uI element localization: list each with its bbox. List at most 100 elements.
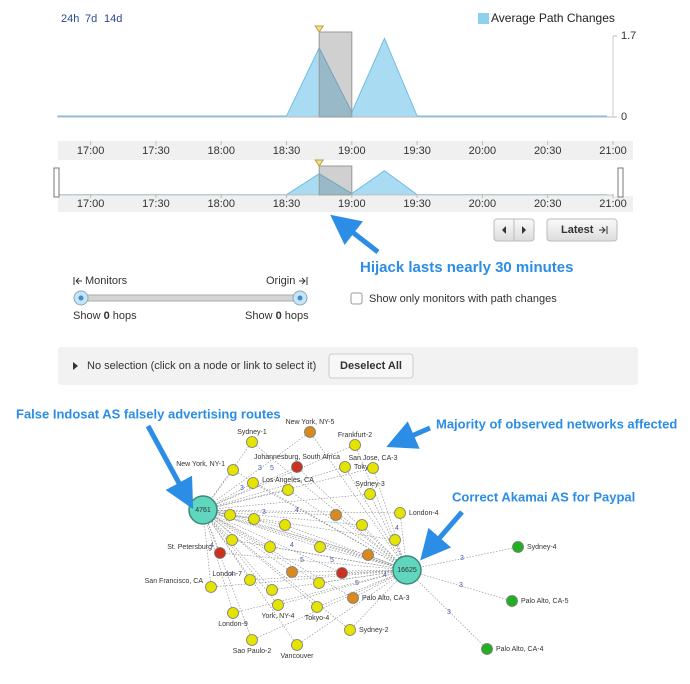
edge[interactable] xyxy=(219,552,408,571)
node[interactable] xyxy=(356,519,368,531)
edge[interactable] xyxy=(202,509,273,591)
node[interactable] xyxy=(279,519,291,531)
latest-button[interactable] xyxy=(546,218,618,242)
node[interactable] xyxy=(244,574,256,586)
node[interactable] xyxy=(291,639,303,651)
edge[interactable] xyxy=(352,569,408,599)
range-button[interactable]: 7d xyxy=(85,13,97,25)
selection-window[interactable] xyxy=(318,165,353,196)
node[interactable] xyxy=(330,509,342,521)
node[interactable] xyxy=(264,541,276,553)
node[interactable] xyxy=(344,624,356,636)
edge[interactable] xyxy=(202,509,354,599)
node[interactable] xyxy=(362,549,374,561)
edge[interactable] xyxy=(249,569,408,581)
edge[interactable] xyxy=(202,509,320,584)
edge[interactable] xyxy=(202,466,298,511)
edge[interactable] xyxy=(202,466,346,511)
node[interactable] xyxy=(272,599,284,611)
edge[interactable] xyxy=(202,444,356,511)
node[interactable] xyxy=(347,592,359,604)
edge[interactable] xyxy=(202,509,343,574)
node[interactable] xyxy=(349,439,361,451)
edge[interactable] xyxy=(202,509,396,541)
edge[interactable] xyxy=(296,466,408,571)
node[interactable] xyxy=(314,541,326,553)
edge[interactable] xyxy=(251,569,408,641)
edge[interactable] xyxy=(367,554,408,571)
node-label: Palo Alto, CA-4 xyxy=(496,646,544,653)
node[interactable] xyxy=(226,534,238,546)
range-button[interactable]: 14d xyxy=(104,13,122,25)
node-label: Sydney-4 xyxy=(527,544,557,551)
node[interactable] xyxy=(481,643,493,655)
edge[interactable] xyxy=(202,469,234,511)
edge-label: 3 xyxy=(258,465,262,472)
edge[interactable] xyxy=(202,509,337,516)
node[interactable] xyxy=(246,436,258,448)
node[interactable] xyxy=(304,426,316,438)
edge[interactable] xyxy=(269,546,408,571)
node[interactable] xyxy=(282,484,294,496)
edge[interactable] xyxy=(202,493,371,511)
node[interactable] xyxy=(227,464,239,476)
edge[interactable] xyxy=(277,569,408,606)
edge[interactable] xyxy=(202,509,279,606)
node[interactable] xyxy=(367,462,379,474)
arrow xyxy=(386,421,431,449)
edge[interactable] xyxy=(316,569,408,608)
edge[interactable] xyxy=(202,431,311,511)
edge[interactable] xyxy=(202,509,253,641)
edge[interactable] xyxy=(296,569,408,646)
range-handle[interactable] xyxy=(53,167,60,198)
node[interactable] xyxy=(224,509,236,521)
node[interactable] xyxy=(227,607,239,619)
x-tick-label: 19:00 xyxy=(338,198,366,210)
edge[interactable] xyxy=(406,569,513,602)
node[interactable] xyxy=(248,513,260,525)
node[interactable] xyxy=(205,581,217,593)
node[interactable] xyxy=(313,577,325,589)
node[interactable] xyxy=(389,534,401,546)
range-button[interactable]: 24h xyxy=(61,13,79,25)
node[interactable] xyxy=(266,584,278,596)
edge[interactable] xyxy=(202,509,212,588)
checkbox[interactable] xyxy=(350,292,363,305)
node[interactable] xyxy=(246,634,258,646)
edge[interactable] xyxy=(232,469,408,571)
node[interactable] xyxy=(311,601,323,613)
node[interactable] xyxy=(512,541,524,553)
deselect-button[interactable] xyxy=(328,353,414,379)
edge[interactable] xyxy=(284,524,408,571)
edge[interactable] xyxy=(202,482,254,511)
edge[interactable] xyxy=(291,569,408,573)
edge[interactable] xyxy=(202,509,321,548)
expand-icon[interactable] xyxy=(73,362,78,370)
node[interactable] xyxy=(291,461,303,473)
node[interactable] xyxy=(336,567,348,579)
edge[interactable] xyxy=(394,539,408,571)
edge[interactable] xyxy=(202,509,233,541)
edge[interactable] xyxy=(202,509,293,573)
edge[interactable] xyxy=(406,546,519,571)
edge[interactable] xyxy=(344,466,408,571)
edge[interactable] xyxy=(309,431,408,571)
node[interactable] xyxy=(506,595,518,607)
selection-window[interactable] xyxy=(318,31,353,118)
range-handle[interactable] xyxy=(617,167,624,198)
edge[interactable] xyxy=(202,509,318,608)
edge[interactable] xyxy=(252,482,408,571)
node[interactable] xyxy=(394,507,406,519)
hub-node[interactable] xyxy=(392,555,422,585)
edge[interactable] xyxy=(202,509,408,571)
node[interactable] xyxy=(339,461,351,473)
node[interactable] xyxy=(247,477,259,489)
edge[interactable] xyxy=(406,569,488,650)
node[interactable] xyxy=(214,547,226,559)
node[interactable] xyxy=(286,566,298,578)
hub-node[interactable] xyxy=(188,495,218,525)
edge[interactable] xyxy=(251,441,408,571)
node[interactable] xyxy=(364,488,376,500)
edge[interactable] xyxy=(399,512,408,571)
edge[interactable] xyxy=(229,514,408,571)
